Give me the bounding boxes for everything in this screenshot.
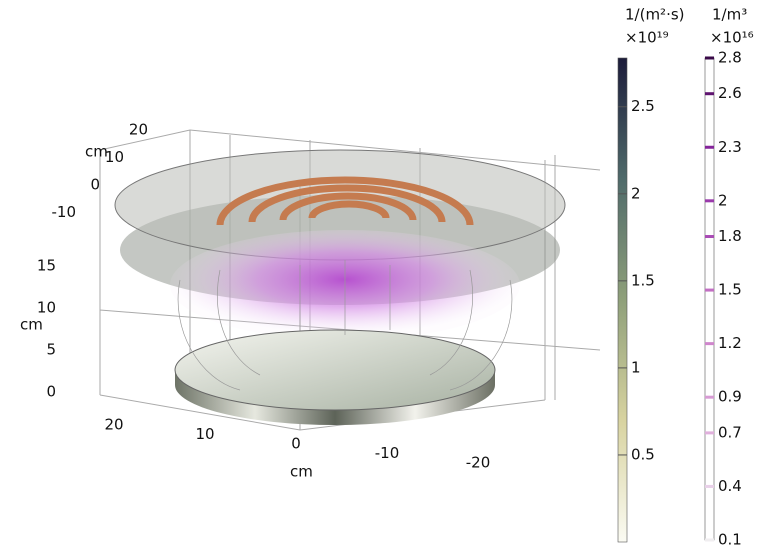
tick-label: 0 (46, 383, 56, 401)
colorbar-tick-label: 2 (631, 184, 641, 202)
colorbar-tick-label: 2.5 (631, 97, 655, 115)
tick-label: 20 (129, 121, 148, 139)
bottom-disc (175, 330, 495, 410)
colorbar-tick-label: 2.3 (718, 138, 742, 156)
tick-label: 20 (104, 416, 123, 434)
tick-label: -10 (375, 444, 400, 462)
colorbar-tick-label: 2 (718, 191, 728, 209)
colorbar-tick-label: 0.5 (631, 445, 655, 463)
colorbar-tick-label: 2.8 (718, 49, 742, 67)
colorbar-tick-label: 2.6 (718, 84, 742, 102)
tick-label: 10 (37, 299, 56, 317)
tick-label: -10 (52, 203, 77, 221)
tick-label: 5 (46, 341, 56, 359)
axis-label: cm (20, 316, 43, 334)
tick-label: 0 (90, 176, 100, 194)
tick-label: 15 (37, 257, 56, 275)
colorbar-unit: 1/m³ (712, 6, 747, 24)
colorbar-tick-label: 1.2 (718, 334, 742, 352)
colorbar-multiplier: ×10¹⁹ (625, 29, 669, 47)
tick-label: 10 (195, 425, 214, 443)
axis-label: cm (290, 463, 313, 481)
colorbar-tick-label: 1.5 (631, 271, 655, 289)
colorbar-tick-label: 1.5 (718, 281, 742, 299)
colorbar-tick-label: 0.9 (718, 388, 742, 406)
colorbar-tick-label: 0.1 (718, 531, 742, 549)
colorbar (705, 58, 714, 540)
colorbar-tick-label: 1 (631, 358, 641, 376)
tick-label: 0 (291, 435, 301, 453)
colorbar-tick-label: 1.8 (718, 227, 742, 245)
tick-label: 10 (105, 148, 124, 166)
colorbar (618, 58, 627, 542)
tick-label: -20 (466, 454, 491, 472)
colorbar-unit: 1/(m²·s) (625, 6, 685, 24)
colorbar-tick-label: 0.4 (718, 477, 742, 495)
colorbar-tick-label: 0.7 (718, 423, 742, 441)
colorbar-multiplier: ×10¹⁶ (710, 29, 754, 47)
figure: cm cm cm 1/(m²·s) ×10¹⁹ 1/m³ ×10¹⁶ 20100… (0, 0, 760, 548)
